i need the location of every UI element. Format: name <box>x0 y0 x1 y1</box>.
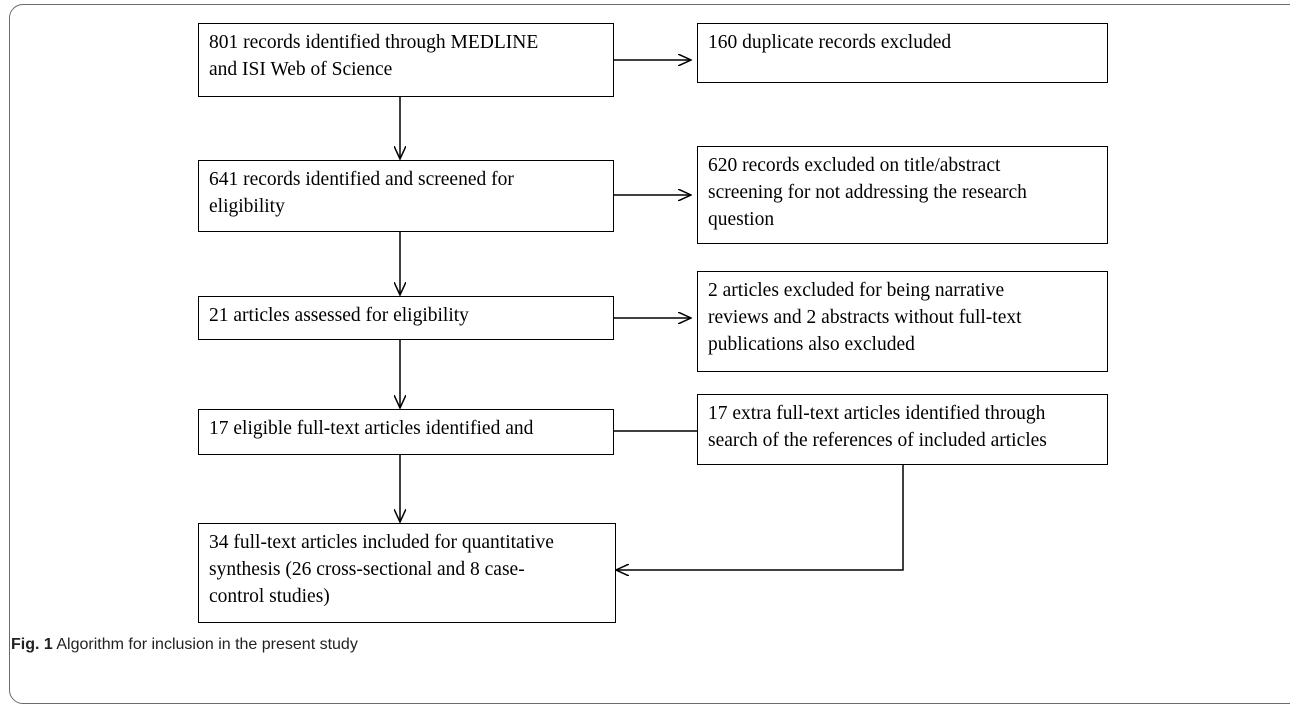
figure-caption: Fig. 1 Algorithm for inclusion in the pr… <box>11 636 358 654</box>
box-identified: 801 records identified through MEDLINE a… <box>198 23 614 97</box>
box-excluded-reviews: 2 articles excluded for being narrative … <box>697 271 1108 372</box>
box-excluded-title-line: screening for not addressing the researc… <box>708 181 1027 203</box>
box-screened: 641 records identified and screened for … <box>198 160 614 232</box>
flow-arrows <box>0 0 904 664</box>
box-extra: 17 extra full-text articles identified t… <box>697 394 1108 465</box>
arrow-extra-to-included <box>616 465 904 570</box>
figure-caption-label: Fig. 1 <box>11 636 53 653</box>
box-included-line: control studies) <box>209 585 330 607</box>
box-excluded-reviews-line: reviews and 2 abstracts without full-tex… <box>708 306 1022 328</box>
box-included: 34 full-text articles included for quant… <box>198 523 616 623</box>
box-extra-line: search of the references of included art… <box>708 429 1047 451</box>
box-screened-line: eligibility <box>209 195 285 217</box>
box-duplicates: 160 duplicate records excluded <box>697 23 1108 83</box>
box-duplicates-line: 160 duplicate records excluded <box>708 32 952 53</box>
box-included-line: synthesis (26 cross-sectional and 8 case… <box>209 558 525 580</box>
box-excluded-title-line: question <box>708 208 775 230</box>
box-excluded-title-line: 620 records excluded on title/abstract <box>708 155 1001 176</box>
box-identified-line: and ISI Web of Science <box>209 58 393 80</box>
figure-caption-text: Algorithm for inclusion in the present s… <box>52 636 358 653</box>
box-included-line: 34 full-text articles included for quant… <box>209 532 554 553</box>
box-extra-line: 17 extra full-text articles identified t… <box>708 403 1046 424</box>
box-eligible-line: 17 eligible full-text articles identifie… <box>209 418 534 439</box>
box-identified-line: 801 records identified through MEDLINE <box>209 32 539 53</box>
box-excluded-reviews-line: 2 articles excluded for being narrative <box>708 280 1005 301</box>
box-excluded-title: 620 records excluded on title/abstract s… <box>697 146 1108 244</box>
box-excluded-reviews-line: publications also excluded <box>708 333 915 355</box>
box-assessed-line: 21 articles assessed for eligibility <box>209 305 469 326</box>
box-screened-line: 641 records identified and screened for <box>209 169 514 190</box>
box-eligible: 17 eligible full-text articles identifie… <box>198 409 614 455</box>
box-assessed: 21 articles assessed for eligibility <box>198 296 614 340</box>
